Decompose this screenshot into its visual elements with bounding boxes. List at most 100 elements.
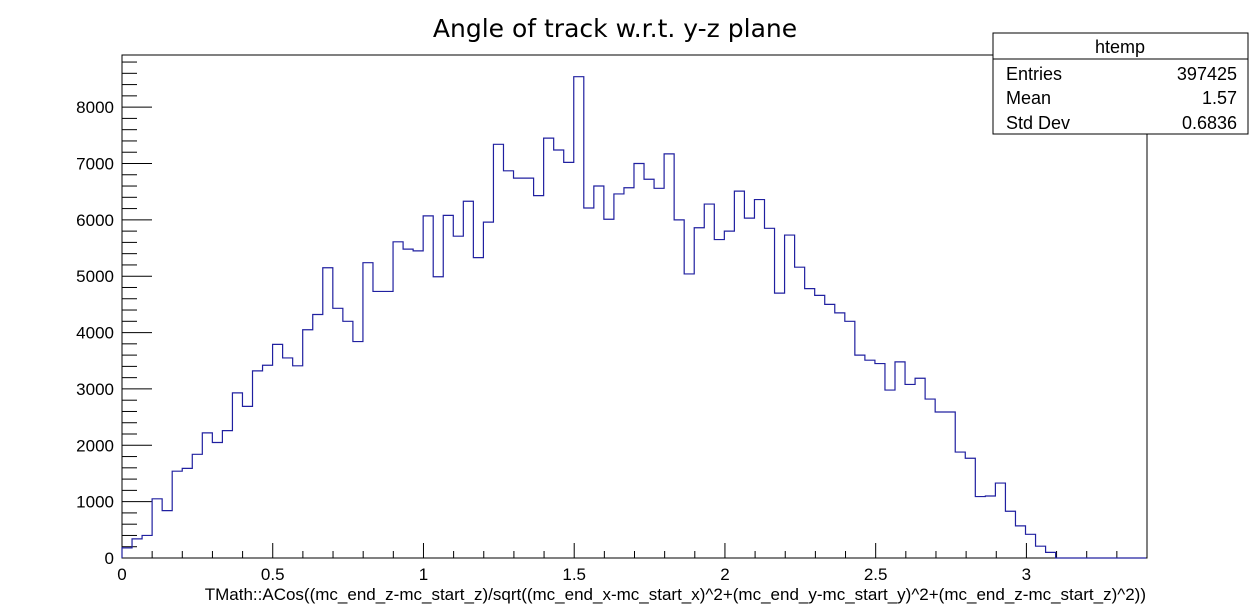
x-tick-label: 2.5	[864, 565, 888, 584]
x-tick-label: 0.5	[261, 565, 285, 584]
histogram-bin	[785, 235, 795, 558]
histogram-bin	[905, 384, 915, 558]
histogram-bin	[483, 222, 493, 558]
histogram-bin	[493, 144, 503, 558]
histogram-bin	[805, 289, 815, 558]
histogram-bin	[594, 186, 604, 558]
histogram-bin	[674, 220, 684, 558]
x-axis-title: TMath::ACos((mc_end_z-mc_start_z)/sqrt((…	[205, 585, 1146, 604]
histogram-bin	[1026, 534, 1036, 558]
histogram-bin	[222, 431, 232, 558]
histogram-bin	[845, 321, 855, 558]
histogram-bin	[795, 267, 805, 558]
histogram-bin	[995, 483, 1005, 558]
histogram-bin	[1046, 552, 1056, 558]
histogram-bin	[734, 191, 744, 558]
histogram-bin	[423, 216, 433, 558]
histogram-bin	[885, 390, 895, 558]
histogram-bin	[704, 204, 714, 558]
histogram-bin	[865, 360, 875, 558]
stats-entries-label: Entries	[1006, 64, 1062, 84]
histogram-bin	[985, 496, 995, 558]
y-tick-label: 3000	[76, 380, 114, 399]
histogram-outline	[121, 76, 1146, 559]
histogram-bin	[343, 321, 353, 558]
histogram-bin	[182, 468, 192, 558]
histogram-bin	[303, 330, 313, 558]
histogram-bin	[604, 219, 614, 558]
histogram-bin	[202, 433, 212, 558]
histogram-bin	[644, 179, 654, 558]
histogram-bin	[232, 393, 242, 558]
histogram-bin	[714, 240, 724, 558]
histogram-bin	[744, 218, 754, 558]
x-tick-label: 1.5	[562, 565, 586, 584]
y-tick-label: 4000	[76, 324, 114, 343]
histogram-bin	[875, 364, 885, 558]
histogram-bin	[694, 228, 704, 558]
y-tick-label: 8000	[76, 98, 114, 117]
histogram-bin	[383, 291, 393, 558]
histogram-bin	[433, 277, 443, 558]
histogram-bin	[975, 497, 985, 558]
y-tick-label: 5000	[76, 267, 114, 286]
histogram-bin	[915, 378, 925, 558]
histogram-bin	[273, 344, 283, 558]
histogram-bin	[323, 268, 333, 558]
histogram-bin	[654, 188, 664, 558]
histogram-bin	[955, 452, 965, 558]
histogram-bin	[403, 249, 413, 558]
histogram-bin	[172, 471, 182, 558]
x-tick-label: 2	[720, 565, 729, 584]
histogram-bin	[1036, 546, 1046, 558]
stats-mean-value: 1.57	[1202, 88, 1237, 108]
histogram-bin	[554, 150, 564, 558]
histogram-bin	[564, 162, 574, 558]
histogram-bin	[664, 154, 674, 558]
histogram-bin	[835, 313, 845, 558]
chart-title: Angle of track w.r.t. y-z plane	[433, 14, 797, 43]
histogram-bin	[614, 194, 624, 558]
x-axis: 0 0.5 1 1.5 2 2.5 3	[117, 543, 1148, 584]
histogram-bin	[152, 499, 162, 558]
histogram-bin	[825, 304, 835, 558]
histogram-bin	[463, 201, 473, 558]
histogram-bin	[363, 263, 373, 558]
histogram-bin	[855, 355, 865, 558]
histogram-bin	[1015, 526, 1025, 558]
y-tick-label: 7000	[76, 154, 114, 173]
histogram-bin	[935, 412, 945, 558]
histogram-bin	[925, 399, 935, 558]
histogram-bin	[142, 535, 152, 558]
histogram-bin	[212, 442, 222, 558]
histogram-bin	[624, 188, 634, 558]
histogram-bin	[965, 458, 975, 558]
histogram-bin	[775, 293, 785, 558]
histogram-bin	[524, 178, 534, 558]
y-tick-label: 2000	[76, 436, 114, 455]
histogram-bin	[353, 342, 363, 558]
stats-stddev-label: Std Dev	[1006, 113, 1070, 133]
histogram-bin	[393, 242, 403, 558]
x-tick-label: 0	[117, 565, 126, 584]
histogram-bin	[453, 236, 463, 558]
histogram-bin	[634, 163, 644, 558]
y-tick-label: 0	[105, 549, 114, 568]
histogram-bin	[263, 365, 273, 558]
stats-box-title: htemp	[1095, 37, 1145, 57]
histogram-bin	[242, 406, 252, 558]
histogram-bin	[764, 228, 774, 558]
y-axis: 0 1000 2000 3000 4000 5000 6000 7000 8000	[76, 61, 152, 568]
x-tick-label: 1	[419, 565, 428, 584]
histogram-bin	[162, 511, 172, 558]
y-tick-label: 1000	[76, 493, 114, 512]
stats-mean-label: Mean	[1006, 88, 1051, 108]
histogram-bin	[473, 258, 483, 558]
histogram-bin	[122, 548, 132, 558]
stats-entries-value: 397425	[1177, 64, 1237, 84]
stats-stddev-value: 0.6836	[1182, 113, 1237, 133]
histogram-bin	[192, 454, 202, 558]
histogram-bin	[373, 291, 383, 558]
histogram-bin	[584, 208, 594, 558]
